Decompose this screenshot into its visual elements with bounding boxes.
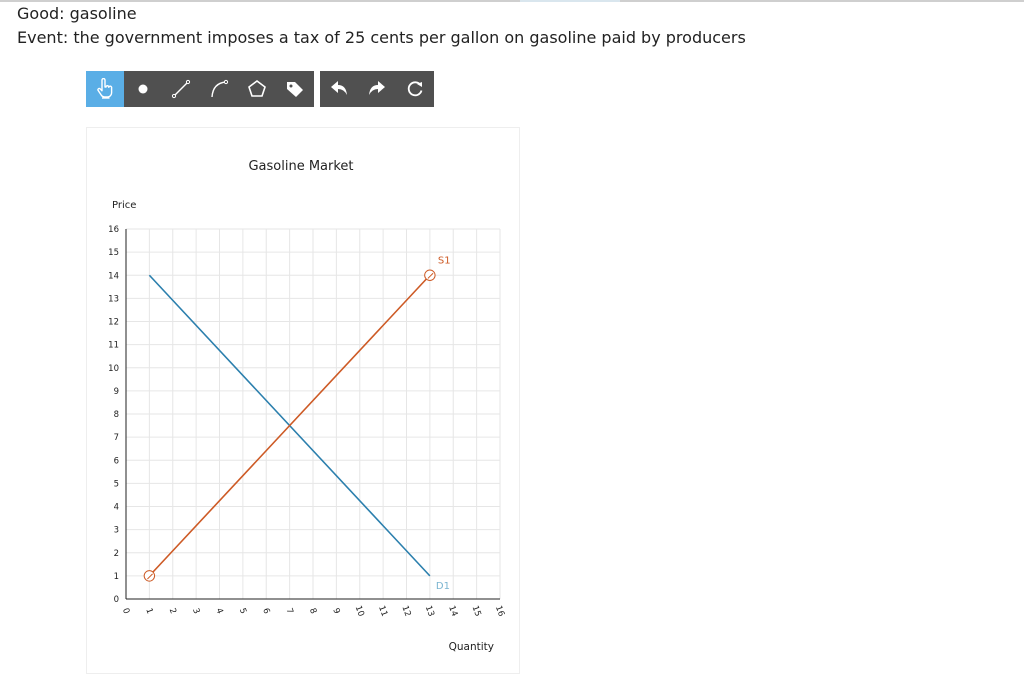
- x-tick-label: 5: [237, 607, 248, 616]
- s1-handle-tick: [147, 573, 153, 580]
- gasoline-market-chart[interactable]: Gasoline MarketPriceQuantity012345678910…: [86, 127, 520, 674]
- redo-button[interactable]: [358, 71, 396, 107]
- chart-card: [86, 127, 520, 674]
- top-border-accent: [520, 0, 620, 2]
- x-tick-label: 13: [423, 604, 436, 618]
- y-tick-label: 12: [108, 318, 119, 328]
- x-tick-label: 15: [470, 604, 483, 618]
- tool-group: [86, 71, 314, 107]
- x-axis-label: Quantity: [449, 641, 494, 653]
- point-icon: [138, 84, 148, 94]
- polygon-tool-button[interactable]: [238, 71, 276, 107]
- x-tick-label: 9: [330, 607, 341, 616]
- s1-label: S1: [438, 255, 451, 266]
- x-tick-label: 4: [213, 607, 224, 616]
- y-tick-label: 0: [114, 595, 119, 605]
- line-icon: [171, 79, 191, 99]
- x-tick-label: 8: [307, 607, 318, 616]
- curve-icon: [211, 79, 229, 98]
- x-tick-label: 10: [353, 604, 366, 618]
- reset-button[interactable]: [396, 71, 434, 107]
- s1-curve: [148, 274, 431, 577]
- y-tick-label: 14: [108, 271, 119, 281]
- x-tick-label: 16: [493, 604, 506, 618]
- select-tool-button[interactable]: [86, 71, 124, 107]
- x-tick-label: 12: [399, 604, 412, 618]
- top-border: [0, 0, 1024, 2]
- y-tick-label: 15: [108, 248, 119, 258]
- s1-handle-1[interactable]: [143, 570, 156, 582]
- y-tick-label: 13: [108, 294, 119, 304]
- reset-icon: [407, 81, 423, 97]
- y-tick-label: 9: [114, 387, 119, 397]
- y-tick-label: 7: [114, 433, 119, 443]
- x-tick-label: 7: [284, 607, 295, 616]
- good-description: Good: gasoline: [17, 4, 137, 23]
- redo-icon: [369, 81, 385, 95]
- drawing-toolbar: [86, 71, 434, 107]
- y-tick-label: 3: [114, 526, 119, 536]
- x-tick-label: 14: [446, 604, 459, 618]
- x-tick-label: 2: [167, 607, 178, 616]
- undo-icon: [331, 81, 347, 95]
- y-tick-label: 1: [114, 572, 119, 582]
- y-tick-label: 16: [108, 225, 119, 235]
- label-tag-icon: [287, 82, 303, 97]
- y-tick-label: 4: [114, 503, 119, 513]
- event-description: Event: the government imposes a tax of 2…: [17, 28, 746, 47]
- y-tick-label: 10: [108, 364, 119, 374]
- x-tick-label: 6: [260, 607, 271, 616]
- y-tick-label: 8: [114, 410, 119, 420]
- hand-pointer-icon: [97, 78, 113, 99]
- history-group: [320, 71, 434, 107]
- s1-handle-tick: [427, 272, 434, 279]
- y-tick-label: 11: [108, 341, 119, 351]
- x-tick-label: 3: [190, 607, 201, 616]
- s1-handle-2[interactable]: [424, 269, 436, 281]
- y-axis-label: Price: [112, 200, 136, 211]
- polygon-icon: [248, 80, 266, 97]
- chart-title: Gasoline Market: [248, 159, 353, 174]
- point-tool-button[interactable]: [124, 71, 162, 107]
- line-tool-button[interactable]: [162, 71, 200, 107]
- y-tick-label: 2: [114, 549, 119, 559]
- x-tick-label: 1: [143, 607, 154, 616]
- curve-tool-button[interactable]: [200, 71, 238, 107]
- y-tick-label: 6: [114, 456, 119, 466]
- undo-button[interactable]: [320, 71, 358, 107]
- y-tick-label: 5: [114, 479, 119, 489]
- label-tool-button[interactable]: [276, 71, 314, 107]
- x-tick-label: 11: [376, 604, 389, 618]
- d1-label: D1: [436, 581, 450, 592]
- x-tick-label: 0: [120, 607, 131, 616]
